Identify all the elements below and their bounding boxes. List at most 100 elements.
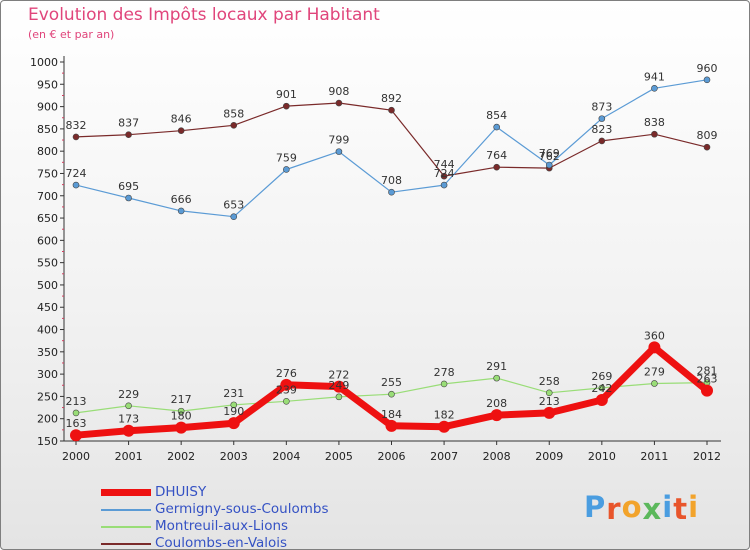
data-point-montreuil-aux-lions	[230, 401, 238, 409]
data-label-coulombs-en-valois: 858	[223, 107, 244, 120]
data-label-coulombs-en-valois: 832	[66, 119, 87, 132]
data-point-dhuisy	[595, 393, 608, 406]
x-tick-label: 2003	[220, 450, 248, 463]
data-label-germigny-sous-coulombs: 759	[276, 151, 297, 164]
data-label-montreuil-aux-lions: 258	[539, 375, 560, 388]
data-point-germigny-sous-coulombs	[440, 181, 448, 189]
y-tick-label: 300	[37, 368, 58, 381]
data-label-dhuisy: 180	[171, 410, 192, 423]
y-tick-label: 1000	[30, 56, 58, 69]
y-tick-label: 550	[37, 257, 58, 270]
legend-swatch	[101, 543, 151, 545]
proxiti-logo: Proxiti	[584, 490, 700, 526]
legend-label: DHUISY	[155, 484, 207, 500]
data-label-germigny-sous-coulombs: 799	[328, 134, 349, 147]
data-label-dhuisy: 190	[223, 405, 244, 418]
data-label-germigny-sous-coulombs: 695	[118, 180, 139, 193]
data-label-montreuil-aux-lions: 239	[276, 383, 297, 396]
data-label-montreuil-aux-lions: 213	[66, 395, 87, 408]
data-label-montreuil-aux-lions: 229	[118, 388, 139, 401]
data-label-germigny-sous-coulombs: 724	[66, 167, 87, 180]
data-label-coulombs-en-valois: 762	[539, 150, 560, 163]
data-point-coulombs-en-valois	[651, 130, 658, 138]
data-label-dhuisy: 213	[539, 395, 560, 408]
data-point-dhuisy	[332, 380, 345, 393]
data-label-coulombs-en-valois: 846	[171, 113, 192, 126]
data-point-dhuisy	[543, 406, 556, 419]
y-tick-label: 950	[37, 78, 58, 91]
y-tick-label: 150	[37, 435, 58, 448]
data-label-montreuil-aux-lions: 217	[171, 393, 192, 406]
data-point-germigny-sous-coulombs	[125, 194, 132, 202]
data-point-coulombs-en-valois	[283, 102, 290, 110]
data-point-germigny-sous-coulombs	[545, 161, 553, 169]
data-point-montreuil-aux-lions	[125, 402, 132, 410]
data-point-dhuisy	[385, 419, 398, 432]
data-point-dhuisy	[438, 420, 451, 433]
data-label-dhuisy: 173	[118, 413, 139, 426]
data-point-dhuisy	[227, 417, 240, 430]
data-label-coulombs-en-valois: 744	[434, 158, 455, 171]
x-tick-label: 2011	[640, 450, 668, 463]
legend-swatch	[101, 509, 151, 511]
data-point-montreuil-aux-lions	[493, 374, 500, 382]
data-label-montreuil-aux-lions: 279	[644, 365, 665, 378]
data-label-coulombs-en-valois: 892	[381, 92, 402, 105]
legend-label: Germigny-sous-Coulombs	[155, 501, 329, 517]
data-label-coulombs-en-valois: 823	[591, 123, 612, 136]
data-point-montreuil-aux-lions	[598, 384, 606, 392]
data-point-montreuil-aux-lions	[335, 393, 343, 401]
data-label-dhuisy: 163	[66, 417, 87, 430]
data-label-dhuisy: 360	[644, 329, 665, 342]
data-point-dhuisy	[175, 421, 188, 434]
y-tick-label: 350	[37, 346, 58, 359]
y-tick-label: 450	[37, 301, 58, 314]
data-point-germigny-sous-coulombs	[335, 148, 343, 155]
data-point-germigny-sous-coulombs	[388, 188, 395, 196]
data-label-dhuisy: 263	[697, 373, 718, 386]
data-point-coulombs-en-valois	[230, 122, 238, 129]
data-label-germigny-sous-coulombs: 708	[381, 174, 402, 187]
data-point-coulombs-en-valois	[177, 127, 185, 134]
data-point-montreuil-aux-lions	[388, 390, 395, 398]
data-point-montreuil-aux-lions	[651, 380, 658, 387]
data-label-dhuisy: 208	[486, 397, 507, 410]
data-label-coulombs-en-valois: 838	[644, 116, 665, 129]
data-point-coulombs-en-valois	[335, 99, 343, 107]
data-point-coulombs-en-valois	[598, 137, 606, 145]
data-point-dhuisy	[648, 341, 661, 354]
data-point-germigny-sous-coulombs	[651, 85, 658, 92]
data-label-dhuisy: 272	[328, 369, 349, 382]
data-label-germigny-sous-coulombs: 960	[697, 62, 718, 75]
data-point-dhuisy	[280, 378, 293, 391]
x-tick-label: 2002	[167, 450, 195, 463]
data-point-germigny-sous-coulombs	[230, 213, 238, 221]
chart-subtitle: (en € et par an)	[28, 28, 115, 41]
y-tick-label: 400	[37, 324, 58, 337]
y-tick-label: 850	[37, 123, 58, 136]
data-label-montreuil-aux-lions: 231	[223, 387, 244, 400]
data-point-coulombs-en-valois	[125, 131, 132, 138]
data-label-coulombs-en-valois: 908	[328, 85, 349, 98]
data-label-dhuisy: 184	[381, 408, 402, 421]
data-point-dhuisy	[490, 409, 503, 422]
x-tick-label: 2007	[430, 450, 458, 463]
data-label-coulombs-en-valois: 837	[118, 117, 139, 130]
data-point-coulombs-en-valois	[72, 133, 80, 141]
data-point-germigny-sous-coulombs	[598, 115, 606, 122]
data-point-coulombs-en-valois	[388, 106, 395, 114]
legend-label: Coulombs-en-Valois	[155, 535, 288, 550]
data-point-germigny-sous-coulombs	[283, 166, 290, 173]
y-tick-label: 900	[37, 101, 58, 114]
data-point-montreuil-aux-lions	[72, 409, 80, 417]
data-point-germigny-sous-coulombs	[177, 207, 185, 215]
x-tick-label: 2009	[535, 450, 563, 463]
x-tick-label: 2012	[693, 450, 721, 463]
x-tick-label: 2006	[378, 450, 406, 463]
legend-swatch	[101, 526, 151, 528]
data-point-coulombs-en-valois	[440, 172, 448, 180]
data-label-dhuisy: 276	[276, 367, 297, 380]
data-point-coulombs-en-valois	[493, 163, 500, 171]
